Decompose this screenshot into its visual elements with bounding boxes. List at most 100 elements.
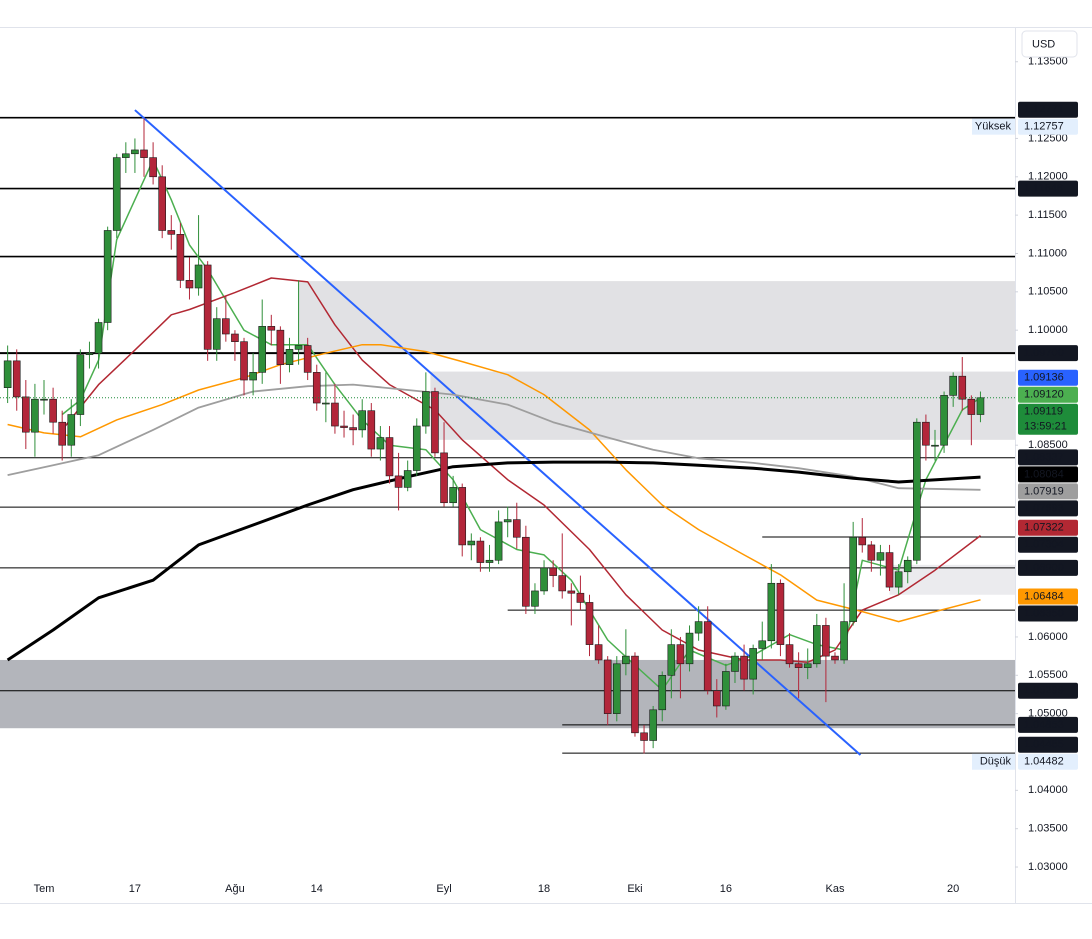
currency-label[interactable]: USD bbox=[1032, 38, 1055, 50]
candle-body bbox=[312, 372, 321, 404]
candle-body bbox=[731, 655, 739, 672]
candle-body bbox=[885, 552, 894, 588]
price-badge-label: 1.08337 bbox=[1024, 451, 1064, 463]
candle-body bbox=[94, 322, 103, 354]
price-axis: 1.13500 1.12500 1.12000 1.11500 1.11000 1.105… bbox=[1015, 28, 1092, 903]
price-badge-label: 1.08084 bbox=[1024, 468, 1064, 480]
marker-badge bbox=[972, 753, 1015, 770]
price-badge bbox=[1018, 403, 1078, 435]
y-tick-label: 1.12000 bbox=[1028, 171, 1068, 183]
price-badge bbox=[1018, 536, 1078, 553]
price-axis-panel bbox=[1015, 28, 1092, 903]
price-badge-label: 1.04482 bbox=[1024, 756, 1064, 768]
candle-body bbox=[112, 157, 121, 231]
ma-line bbox=[7, 343, 981, 623]
price-badge bbox=[1018, 716, 1078, 733]
price-badge-label: 1.04853 bbox=[1024, 719, 1064, 731]
y-tick-label: 1.06000 bbox=[1028, 631, 1068, 643]
y-tick-label: 1.08500 bbox=[1028, 439, 1068, 451]
candle-body bbox=[176, 234, 185, 281]
price-badge bbox=[1018, 519, 1078, 536]
candle-body bbox=[685, 632, 694, 665]
candle-body bbox=[167, 230, 176, 235]
price-badge-label: 1.12771 bbox=[1024, 104, 1064, 116]
candle-body bbox=[558, 575, 567, 592]
candle-body bbox=[976, 397, 985, 415]
ma-line bbox=[7, 383, 981, 491]
candle-body bbox=[749, 648, 757, 680]
candle-body bbox=[412, 425, 421, 471]
zone bbox=[298, 281, 1015, 354]
candle-body bbox=[331, 402, 339, 427]
candle-body bbox=[803, 663, 812, 668]
y-tick-label: 1.13500 bbox=[1028, 56, 1068, 68]
price-badge bbox=[1018, 118, 1078, 135]
y-tick-label: 1.11000 bbox=[1028, 247, 1067, 259]
price-badge bbox=[1018, 736, 1078, 753]
price-badge-label: 1.12757 bbox=[1024, 121, 1064, 133]
candle-body bbox=[231, 333, 239, 342]
y-tick-label: 1.05000 bbox=[1028, 708, 1068, 720]
price-badge-label: 1.09700 bbox=[1024, 347, 1064, 359]
candle-body bbox=[222, 318, 230, 335]
candle-body bbox=[913, 421, 921, 561]
price-badge bbox=[1018, 101, 1078, 118]
candle-body bbox=[631, 655, 639, 734]
candle-body bbox=[394, 475, 403, 488]
y-tick-label: 1.03000 bbox=[1028, 861, 1068, 873]
candle-body bbox=[285, 349, 294, 365]
x-tick-label: Eyl bbox=[436, 883, 451, 895]
price-badge-label: 1.09120 bbox=[1024, 389, 1064, 401]
candle-body bbox=[940, 395, 948, 446]
trend-line bbox=[134, 109, 862, 756]
zone bbox=[0, 659, 1015, 729]
candle-body bbox=[240, 341, 248, 381]
price-badge bbox=[1018, 753, 1078, 770]
price-badge bbox=[1018, 483, 1078, 500]
candle-body bbox=[22, 396, 30, 433]
candle-body bbox=[31, 398, 39, 433]
candle-body bbox=[531, 590, 539, 607]
price-badge bbox=[1018, 345, 1078, 362]
candle-body bbox=[676, 644, 685, 665]
currency-button[interactable]: USD bbox=[1021, 30, 1078, 58]
x-tick-label: Tem bbox=[34, 883, 55, 895]
price-badge bbox=[1018, 369, 1078, 386]
candle-body bbox=[758, 640, 767, 649]
x-tick-label: 17 bbox=[129, 883, 141, 895]
price-badge bbox=[1018, 588, 1078, 605]
candle-body bbox=[612, 663, 621, 714]
candle-body bbox=[649, 709, 657, 741]
currency-button-box[interactable] bbox=[1021, 30, 1078, 58]
candle-body bbox=[85, 352, 94, 356]
candle-body bbox=[949, 375, 957, 396]
price-badges: 1.12771 1.12757 Yüksek 1.11846 1.09700 1.0913… bbox=[972, 101, 1078, 770]
candle-body bbox=[131, 149, 139, 155]
candle-body bbox=[203, 264, 212, 350]
candle-body bbox=[603, 659, 612, 714]
x-tick-label: Ağu bbox=[225, 883, 245, 895]
y-tick-label: 1.04000 bbox=[1028, 784, 1068, 796]
candle-body bbox=[640, 732, 648, 741]
candle-body bbox=[476, 540, 485, 563]
plot-area bbox=[0, 109, 1015, 756]
candle-body bbox=[658, 674, 667, 711]
candle-body bbox=[258, 326, 267, 373]
candle-body bbox=[512, 519, 521, 538]
price-badge bbox=[1018, 682, 1078, 699]
candle-body bbox=[12, 360, 21, 398]
candle-body bbox=[858, 536, 867, 546]
candle-body bbox=[212, 318, 221, 350]
candle-body bbox=[122, 153, 130, 158]
candle-body bbox=[276, 329, 285, 365]
candle-body bbox=[703, 621, 712, 691]
price-badge bbox=[1018, 605, 1078, 622]
candle-body bbox=[894, 571, 903, 588]
candle-body bbox=[431, 391, 439, 454]
x-tick-label: Kas bbox=[825, 883, 844, 895]
price-badge-label: 1.11846 bbox=[1024, 183, 1063, 195]
candle-body bbox=[740, 655, 748, 680]
price-badge bbox=[1018, 500, 1078, 517]
candle-body bbox=[576, 592, 585, 603]
